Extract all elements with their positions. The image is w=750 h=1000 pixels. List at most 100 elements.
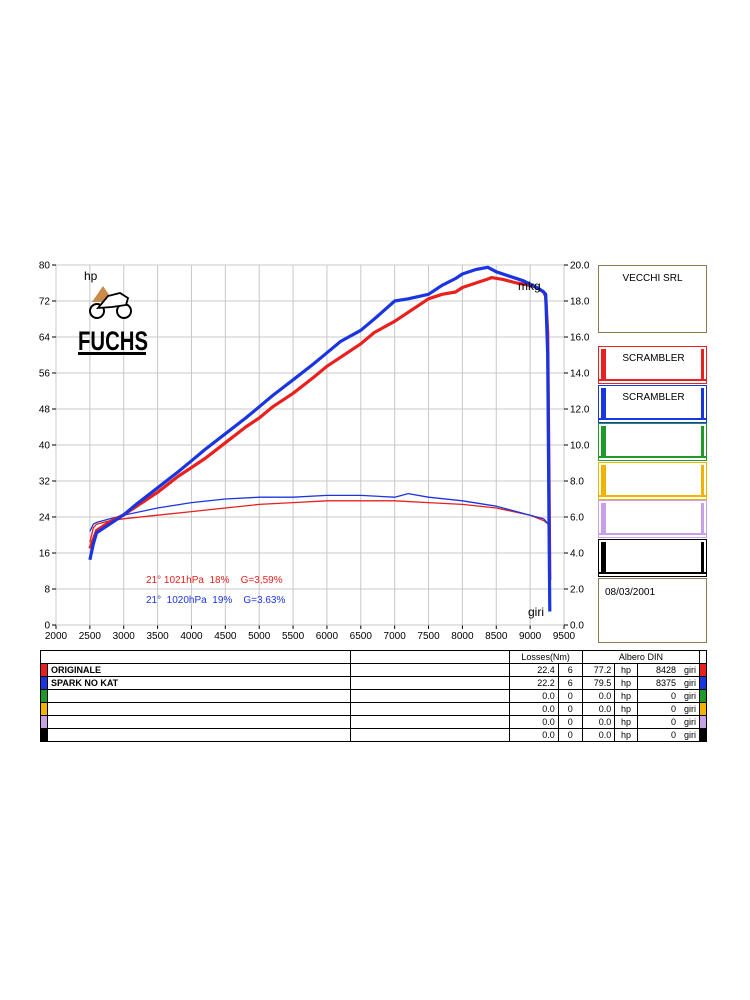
y-right-tick-label: 12.0 [570, 405, 590, 416]
y-left-tick-label: 80 [39, 261, 51, 272]
run-legend-item[interactable]: SCRAMBLER [598, 384, 707, 423]
x-tick-label: 6000 [316, 631, 339, 642]
row-rpm-value: 0 giri [636, 689, 701, 703]
row-color-swatch-right [699, 715, 707, 729]
row-rpm-value: 8428 giri [636, 663, 701, 677]
y-left-tick-labels: 0 8 16 24 32 40 48 56 64 72 80 [39, 261, 51, 632]
y-left-tick-label: 72 [39, 297, 51, 308]
row-color-swatch-right [699, 676, 707, 690]
row-loss-count: 0 [557, 702, 583, 716]
row-blank [349, 663, 510, 677]
run-legend-item[interactable] [598, 500, 707, 538]
run-color-bottom [599, 533, 706, 535]
grid-lines [52, 264, 568, 629]
run-color-bottom [599, 494, 706, 497]
run-color-bottom [599, 456, 706, 458]
rpm-number: 0 [670, 730, 676, 740]
row-name: SPARK NO KAT [47, 676, 351, 690]
run-color-bottom [599, 417, 706, 420]
rpm-unit: giri [683, 665, 696, 675]
run-legend-item[interactable] [598, 423, 707, 461]
row-hp-value: 0.0 [581, 689, 616, 703]
x-tick-label: 3500 [146, 631, 169, 642]
date-box: 08/03/2001 [598, 578, 707, 643]
y-left-tick-label: 32 [39, 477, 51, 488]
row-name: ORIGINALE [47, 663, 351, 677]
run-color-swatch [601, 349, 606, 381]
row-name [47, 728, 351, 742]
table-row: 0.0 0 0.0 hp 0 giri [40, 689, 707, 703]
row-blank [349, 689, 510, 703]
annotation-run-2: 21° 1020hPa 19% G=3.63% [146, 595, 285, 606]
run-legend-item[interactable]: SCRAMBLER [598, 346, 707, 384]
run-legend-item[interactable] [598, 538, 707, 577]
run-legend-item[interactable] [598, 461, 707, 500]
run-label: SCRAMBLER [622, 391, 685, 403]
x-tick-label: 2000 [45, 631, 68, 642]
table-row: 0.0 0 0.0 hp 0 giri [40, 715, 707, 729]
torque-line-spark-no-kat [89, 492, 549, 532]
logo-text: FUCHS [78, 326, 148, 356]
row-blank [349, 702, 510, 716]
row-rpm-value: 8375 giri [636, 676, 701, 690]
table-row: 0.0 0 0.0 hp 0 giri [40, 728, 707, 742]
x-tick-label: 8500 [485, 631, 508, 642]
row-blank [349, 676, 510, 690]
run-color-swatch [601, 387, 606, 420]
rpm-number: 8375 [655, 678, 676, 688]
row-hp-value: 0.0 [581, 715, 616, 729]
x-tick-label: 8000 [451, 631, 474, 642]
row-blank [349, 728, 510, 742]
table-header-row: Losses(Nm) Albero DIN [40, 650, 707, 664]
row-loss-count: 0 [557, 728, 583, 742]
row-color-swatch-right [699, 702, 707, 716]
run-color-swatch [601, 426, 606, 458]
rpm-unit: giri [683, 678, 696, 688]
run-color-swatch [601, 541, 606, 574]
x-tick-label: 4000 [180, 631, 203, 642]
x-tick-label: 7000 [384, 631, 407, 642]
row-loss: 0.0 [508, 715, 559, 729]
row-loss-count: 6 [557, 663, 583, 677]
y-right-tick-label: 18.0 [570, 297, 590, 308]
x-axis-label: giri [528, 605, 544, 619]
row-color-swatch [40, 702, 48, 716]
rpm-number: 0 [670, 691, 676, 701]
y-right-tick-label: 10.0 [570, 441, 590, 452]
row-rpm-value: 0 giri [636, 715, 701, 729]
rpm-unit: giri [683, 717, 696, 727]
y-left-axis-label: hp [84, 269, 98, 283]
fuchs-logo: FUCHS [78, 286, 148, 356]
y-right-tick-label: 0.0 [570, 621, 584, 632]
y-right-tick-label: 2.0 [570, 585, 584, 596]
y-left-tick-label: 24 [39, 513, 51, 524]
rpm-number: 0 [670, 704, 676, 714]
run-color-edge [701, 541, 704, 574]
rpm-number: 8428 [655, 665, 676, 675]
power-line-originale [88, 276, 552, 581]
row-loss: 22.2 [508, 676, 559, 690]
losses-header: Losses(Nm) [508, 650, 583, 664]
row-hp-unit: hp [614, 728, 638, 742]
row-hp-value: 0.0 [581, 728, 616, 742]
test-date: 08/03/2001 [605, 587, 656, 598]
rpm-unit: giri [683, 704, 696, 714]
din-header: Albero DIN [581, 650, 701, 664]
row-color-swatch [40, 728, 48, 742]
dyno-chart: 2000 2500 3000 3500 4000 4500 5000 5500 6000 6500… [39, 261, 590, 643]
results-table: Losses(Nm) Albero DIN ORIGINALE 22.4 6 77.2… [40, 650, 707, 742]
row-color-swatch [40, 715, 48, 729]
y-left-tick-label: 0 [44, 621, 50, 632]
row-hp-value: 0.0 [581, 702, 616, 716]
row-loss-count: 0 [557, 689, 583, 703]
row-name [47, 689, 351, 703]
x-tick-label: 9000 [519, 631, 542, 642]
rpm-number: 0 [670, 717, 676, 727]
run-color-swatch [601, 464, 606, 497]
y-right-tick-label: 6.0 [570, 513, 584, 524]
row-hp-value: 79.5 [581, 676, 616, 690]
logo-underline [78, 352, 146, 355]
y-right-tick-label: 8.0 [570, 477, 584, 488]
y-left-tick-label: 8 [44, 585, 50, 596]
x-tick-label: 5500 [282, 631, 305, 642]
